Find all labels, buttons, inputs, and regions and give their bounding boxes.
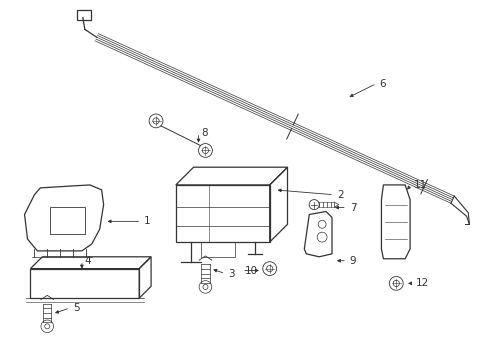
Text: 12: 12 [416,278,429,288]
Text: 9: 9 [350,256,356,266]
Text: 10: 10 [245,266,258,276]
Bar [77,10,91,19]
Text: 11: 11 [414,180,427,190]
Text: 7: 7 [350,203,356,212]
Text: 2: 2 [337,190,343,200]
Bar [50,207,85,234]
Bar [176,185,270,242]
Text: 6: 6 [379,78,386,89]
Text: 1: 1 [144,216,151,226]
Text: 8: 8 [201,128,208,138]
Text: 5: 5 [73,303,79,313]
Text: 3: 3 [228,269,235,279]
Bar [30,269,139,298]
Text: 4: 4 [85,256,92,266]
